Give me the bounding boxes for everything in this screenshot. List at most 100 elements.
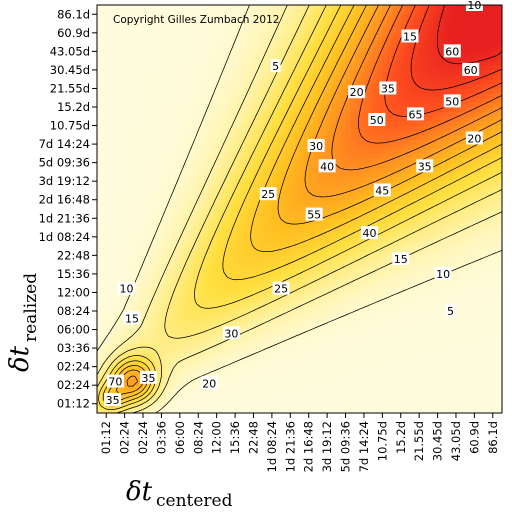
heatmap-cell — [138, 199, 144, 205]
heatmap-cell — [354, 366, 360, 372]
heatmap-cell — [294, 213, 301, 219]
heatmap-cell — [115, 93, 121, 99]
heatmap-cell — [244, 120, 250, 127]
heatmap-cell — [244, 28, 250, 34]
heatmap-cell — [106, 185, 112, 192]
heatmap-cell — [124, 171, 130, 178]
heatmap-cell — [322, 209, 328, 215]
heatmap-cell — [129, 343, 135, 349]
heatmap-cell — [221, 394, 227, 400]
heatmap-cell — [308, 362, 314, 368]
heatmap-cell — [350, 352, 356, 358]
heatmap-cell — [221, 190, 227, 196]
heatmap-cell — [244, 209, 250, 215]
heatmap-cell — [230, 23, 236, 29]
heatmap-cell — [110, 241, 117, 247]
heatmap-cell — [244, 301, 250, 307]
heatmap-cell — [327, 153, 333, 159]
heatmap-cell — [235, 139, 241, 145]
heatmap-cell — [276, 28, 282, 34]
heatmap-cell — [317, 153, 324, 159]
heatmap-cell — [235, 278, 241, 284]
heatmap-cell — [225, 162, 232, 168]
heatmap-cell — [317, 338, 324, 345]
heatmap-cell — [304, 260, 310, 266]
heatmap-cell — [308, 222, 314, 229]
heatmap-cell — [313, 250, 319, 256]
heatmap-cell — [202, 195, 209, 201]
heatmap-cell — [115, 236, 121, 243]
heatmap-cell — [267, 301, 273, 307]
heatmap-cell — [152, 315, 158, 321]
heatmap-cell — [354, 315, 360, 321]
heatmap-cell — [304, 32, 310, 39]
heatmap-cell — [258, 241, 264, 247]
heatmap-cell — [97, 185, 103, 192]
heatmap-cell — [161, 306, 167, 312]
heatmap-cell — [193, 320, 199, 326]
heatmap-cell — [179, 250, 186, 256]
heatmap-cell — [120, 195, 126, 201]
heatmap-cell — [331, 23, 337, 29]
heatmap-cell — [166, 139, 172, 145]
heatmap-cell — [327, 283, 333, 289]
heatmap-cell — [271, 32, 278, 39]
heatmap-cell — [345, 264, 351, 270]
heatmap-cell — [317, 199, 324, 205]
heatmap-cell — [327, 375, 333, 382]
heatmap-cell — [106, 297, 112, 303]
heatmap-cell — [308, 28, 314, 34]
heatmap-cell — [304, 171, 310, 178]
heatmap-cell — [230, 139, 236, 145]
heatmap-cell — [207, 292, 213, 298]
heatmap-cell — [166, 60, 172, 66]
heatmap-cell — [262, 222, 268, 229]
heatmap-cell — [239, 260, 245, 266]
heatmap-cell — [322, 195, 328, 201]
heatmap-cell — [147, 399, 153, 405]
heatmap-cell — [258, 14, 264, 20]
heatmap-cell — [170, 153, 176, 159]
heatmap-cell — [262, 255, 268, 261]
heatmap-cell — [152, 394, 158, 400]
heatmap-cell — [129, 88, 135, 94]
heatmap-cell — [235, 23, 241, 29]
heatmap-cell — [271, 28, 278, 34]
heatmap-cell — [184, 389, 190, 396]
heatmap-cell — [124, 264, 130, 270]
heatmap-cell — [166, 93, 172, 99]
heatmap-cell — [244, 213, 250, 219]
heatmap-cell — [156, 158, 163, 164]
heatmap-cell — [101, 176, 107, 182]
heatmap-cell — [225, 297, 232, 303]
heatmap-cell — [299, 46, 305, 52]
heatmap-cell — [106, 158, 112, 164]
heatmap-cell — [207, 185, 213, 192]
heatmap-cell — [313, 195, 319, 201]
heatmap-cell — [161, 213, 167, 219]
heatmap-cell — [189, 324, 195, 331]
heatmap-cell — [184, 255, 190, 261]
heatmap-cell — [179, 111, 186, 117]
heatmap-cell — [248, 74, 255, 80]
heatmap-cell — [340, 357, 347, 363]
heatmap-cell — [239, 139, 245, 145]
heatmap-cell — [120, 199, 126, 205]
heatmap-cell — [129, 241, 135, 247]
heatmap-cell — [110, 348, 117, 354]
heatmap-cell — [143, 97, 149, 103]
heatmap-cell — [133, 5, 140, 11]
heatmap-cell — [322, 37, 328, 43]
heatmap-cell — [212, 366, 218, 372]
heatmap-cell — [179, 204, 186, 210]
heatmap-cell — [212, 311, 218, 317]
heatmap-cell — [276, 46, 282, 52]
heatmap-cell — [317, 218, 324, 224]
heatmap-cell — [308, 5, 314, 11]
heatmap-cell — [285, 204, 291, 210]
heatmap-cell — [189, 5, 195, 11]
heatmap-cell — [258, 107, 264, 113]
heatmap-cell — [170, 297, 176, 303]
heatmap-cell — [198, 260, 204, 266]
